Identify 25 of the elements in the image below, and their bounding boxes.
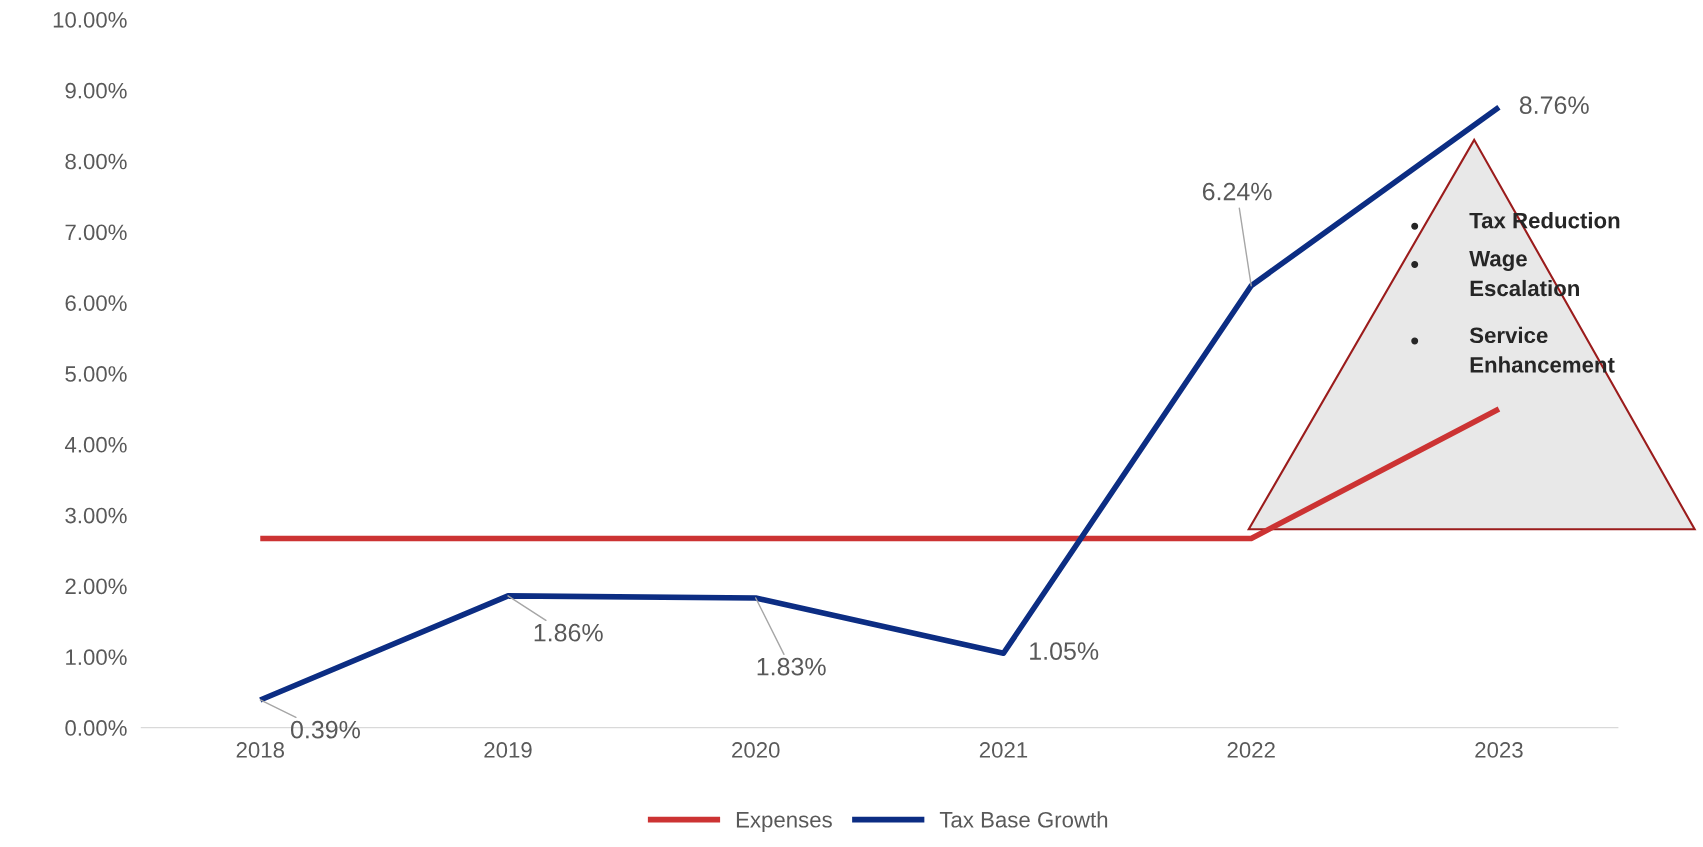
y-tick-label: 3.00% — [65, 507, 127, 524]
legend-label: Tax Base Growth — [939, 811, 1108, 828]
y-tick-label: 7.00% — [65, 224, 127, 241]
y-tick-label: 10.00% — [53, 12, 127, 28]
y-tick-label: 6.00% — [65, 295, 127, 311]
legend-label: Expenses — [736, 812, 832, 833]
y-tick-label: 2.00% — [65, 578, 127, 595]
x-tick-label: 2022 — [1227, 742, 1275, 758]
y-tick-label: 9.00% — [65, 82, 127, 99]
x-tick-label: 2021 — [979, 742, 1028, 758]
x-tick-label: 2019 — [484, 742, 532, 758]
x-tick-label: 2018 — [236, 742, 285, 758]
y-tick-label: 4.00% — [64, 436, 127, 453]
data-label: 1.86% — [534, 623, 603, 642]
y-tick-label: 5.00% — [65, 366, 127, 382]
y-tick-label: 0.00% — [65, 720, 127, 736]
data-label: 8.76% — [1519, 96, 1589, 114]
y-tick-label: 1.00% — [66, 649, 127, 666]
data-label: 1.05% — [1030, 642, 1099, 660]
x-tick-label: 2020 — [732, 742, 780, 758]
data-label: 0.39% — [290, 720, 360, 739]
x-tick-label: 2023 — [1475, 742, 1523, 758]
y-tick-label: 8.00% — [65, 153, 127, 170]
data-label: 1.83% — [757, 657, 826, 676]
data-label: 6.24% — [1202, 182, 1272, 201]
